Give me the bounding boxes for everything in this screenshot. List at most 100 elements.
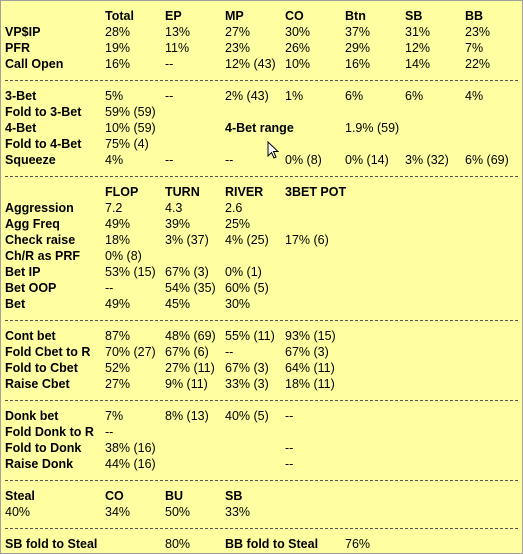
stat-cell: 9% (11) [165, 377, 208, 391]
row-label-fold-to-donk: Fold to Donk [5, 441, 82, 455]
stat-cell: 55% (11) [225, 329, 275, 343]
stat-cell: 2% (43) [225, 89, 269, 103]
row-label-vpip: VP$IP [5, 25, 41, 39]
label-4bet-range: 4-Bet range [225, 121, 294, 135]
stat-cell: 10% [285, 57, 311, 71]
divider [5, 320, 518, 321]
stat-cell: 75% (4) [105, 137, 149, 151]
stat-cell: 3% (32) [405, 153, 449, 167]
col-header-btn: Btn [345, 9, 366, 23]
stat-cell: 44% (16) [105, 457, 156, 471]
stat-cell: 54% (35) [165, 281, 216, 295]
col-header-turn: TURN [165, 185, 200, 199]
stat-cell: 0% (8) [105, 249, 142, 263]
stat-cell: 16% [345, 57, 371, 71]
stat-cell: 16% [105, 57, 131, 71]
stat-cell: 0% (1) [225, 265, 262, 279]
stat-cell: 25% [225, 217, 251, 231]
stat-cell: 4.3 [165, 201, 183, 215]
stat-cell: 5% [105, 89, 124, 103]
stat-cell: 6% [405, 89, 424, 103]
divider [5, 176, 518, 177]
stat-cell: 60% (5) [225, 281, 269, 295]
stat-cell: 80% [165, 537, 191, 551]
stat-cell: -- [285, 441, 294, 455]
stat-cell: 26% [285, 41, 311, 55]
row-label-aggression: Aggression [5, 201, 74, 215]
row-label-bet-oop: Bet OOP [5, 281, 57, 295]
divider [5, 80, 518, 81]
stat-cell: -- [165, 57, 174, 71]
stat-cell: 76% [345, 537, 371, 551]
col-header-total: Total [105, 9, 134, 23]
stat-cell: 4% [465, 89, 484, 103]
stat-cell: 11% [165, 41, 190, 55]
stat-cell: 0% (8) [285, 153, 322, 167]
row-label-fold-to-4bet: Fold to 4-Bet [5, 137, 82, 151]
stat-cell: 93% (15) [285, 329, 336, 343]
stat-cell: 4% [105, 153, 124, 167]
stat-cell: 19% [105, 41, 131, 55]
col-header-bb: BB [465, 9, 484, 23]
stat-cell: 64% (11) [285, 361, 335, 375]
stat-cell: 49% [105, 297, 131, 311]
stat-cell: 40% [5, 505, 31, 519]
stat-cell: 3% (37) [165, 233, 209, 247]
stat-cell: 1.9% (59) [345, 121, 400, 135]
divider [5, 480, 518, 481]
stat-cell: 30% [225, 297, 251, 311]
stat-cell: 2.6 [225, 201, 243, 215]
row-label-fold-to-cbet: Fold to Cbet [5, 361, 78, 375]
stat-cell: 14% [405, 57, 431, 71]
stat-cell: 27% (11) [165, 361, 215, 375]
stat-cell: 37% [345, 25, 371, 39]
stat-cell: 7.2 [105, 201, 123, 215]
stat-cell: 40% (5) [225, 409, 269, 423]
col-header-co: CO [105, 489, 124, 503]
stat-cell: 30% [285, 25, 311, 39]
stat-cell: -- [105, 425, 114, 439]
stat-cell: 59% (59) [105, 105, 156, 119]
stat-cell: 29% [345, 41, 371, 55]
stat-cell: -- [165, 89, 174, 103]
col-header-co: CO [285, 9, 304, 23]
stat-cell: 70% (27) [105, 345, 156, 359]
col-header-flop: FLOP [105, 185, 139, 199]
row-label-cont-bet: Cont bet [5, 329, 56, 343]
stat-cell: 34% [105, 505, 131, 519]
stat-cell: 87% [105, 329, 131, 343]
stat-cell: 28% [105, 25, 131, 39]
stat-cell: 50% [165, 505, 191, 519]
row-label-3bet: 3-Bet [5, 89, 37, 103]
stat-cell: -- [225, 153, 234, 167]
stat-cell: -- [285, 457, 294, 471]
divider [5, 528, 518, 529]
row-label-squeeze: Squeeze [5, 153, 56, 167]
row-label-raise-donk: Raise Donk [5, 457, 74, 471]
col-header-sb: SB [405, 9, 423, 23]
stat-cell: -- [165, 153, 174, 167]
row-label-fold-to-3bet: Fold to 3-Bet [5, 105, 82, 119]
stat-cell: 45% [165, 297, 191, 311]
stat-cell: 12% (43) [225, 57, 276, 71]
stat-cell: 10% (59) [105, 121, 156, 135]
stat-cell: 33% [225, 505, 251, 519]
row-label-fold-donk-to-r: Fold Donk to R [5, 425, 94, 439]
stat-cell: 49% [105, 217, 131, 231]
stat-cell: 7% [105, 409, 124, 423]
stat-cell: 18% (11) [285, 377, 335, 391]
stat-cell: 4% (25) [225, 233, 269, 247]
stat-cell: 67% (3) [285, 345, 329, 359]
stat-cell: 13% [165, 25, 191, 39]
col-header-ep: EP [165, 9, 182, 23]
col-header-3bet-pot: 3BET POT [285, 185, 347, 199]
stat-cell: -- [285, 409, 294, 423]
stat-cell: 6% (69) [465, 153, 509, 167]
stat-cell: 7% [465, 41, 484, 55]
stat-cell: -- [105, 281, 114, 295]
stat-cell: 27% [105, 377, 131, 391]
divider [5, 400, 518, 401]
stat-cell: 31% [405, 25, 431, 39]
stat-cell: 67% (3) [225, 361, 269, 375]
